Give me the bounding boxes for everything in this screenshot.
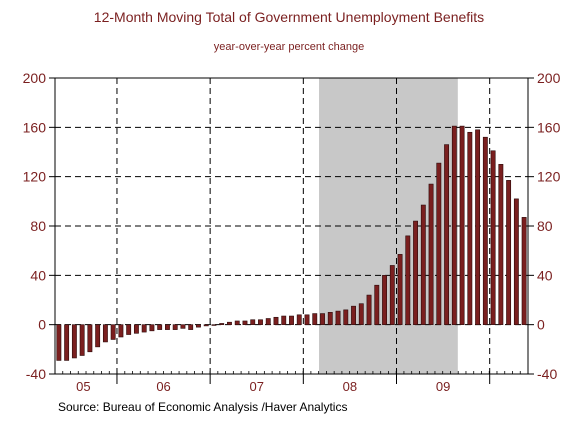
- y-tick-label-left: -40: [26, 366, 46, 382]
- chart-subtitle: year-over-year percent change: [214, 41, 364, 53]
- x-tick-label: 07: [250, 379, 264, 394]
- bar: [149, 324, 155, 332]
- y-tick-label-right: 0: [537, 317, 545, 333]
- bar: [335, 310, 341, 325]
- bar: [265, 318, 271, 325]
- x-tick-label: 08: [343, 379, 357, 394]
- bar: [397, 254, 403, 325]
- bar: [506, 180, 512, 325]
- bar: [428, 183, 434, 325]
- bar: [79, 324, 85, 356]
- y-tick-label-right: -40: [537, 366, 557, 382]
- bar: [320, 313, 325, 325]
- bar: [482, 136, 488, 325]
- bar: [180, 324, 186, 329]
- bar: [296, 314, 302, 325]
- bar: [389, 265, 395, 325]
- bar-layer: [56, 125, 527, 361]
- y-tick-label-left: 40: [30, 267, 46, 283]
- y-tick-label-left: 0: [38, 317, 46, 333]
- y-tick-label-left: 120: [23, 169, 47, 185]
- bar: [95, 324, 101, 348]
- y-tick-label-right: 80: [537, 218, 553, 234]
- bar: [64, 324, 70, 361]
- y-tick-label-right: 120: [537, 169, 561, 185]
- bar: [273, 316, 279, 325]
- source-note: Source: Bureau of Economic Analysis /Hav…: [58, 400, 347, 414]
- y-tick-label-left: 160: [23, 119, 47, 135]
- bar: [312, 313, 318, 325]
- bar: [133, 324, 139, 334]
- bar: [281, 315, 287, 325]
- y-tick-label-right: 200: [537, 70, 561, 86]
- bar: [258, 319, 263, 325]
- bar: [110, 324, 116, 340]
- grid-layer: [55, 78, 528, 374]
- bar: [250, 319, 256, 325]
- y-tick-label-left: 200: [23, 70, 47, 86]
- bar: [56, 324, 62, 361]
- bar: [242, 320, 248, 325]
- bar: [87, 324, 93, 353]
- bar: [304, 314, 310, 325]
- bar: [141, 324, 147, 333]
- bar: [172, 324, 178, 330]
- x-tick-label: 06: [156, 379, 170, 394]
- bar: [413, 220, 418, 325]
- bar: [71, 324, 77, 359]
- bar: [382, 275, 387, 325]
- bar: [343, 309, 349, 325]
- bar: [467, 131, 473, 325]
- bar: [102, 324, 108, 343]
- bar: [188, 324, 194, 330]
- bar: [513, 198, 519, 325]
- bar: [203, 324, 209, 327]
- x-tick-label: 05: [76, 379, 90, 394]
- bar: [405, 235, 411, 325]
- bar: [219, 323, 225, 325]
- bar: [126, 324, 132, 335]
- bar: [521, 217, 527, 325]
- x-tick-label: 09: [436, 379, 450, 394]
- bar: [196, 324, 201, 328]
- bar: [444, 144, 450, 325]
- bar: [459, 125, 465, 325]
- bar: [165, 324, 170, 330]
- y-tick-label-right: 40: [537, 267, 553, 283]
- bar: [157, 324, 163, 330]
- bar: [490, 150, 496, 325]
- bar: [358, 303, 364, 325]
- bar: [451, 125, 457, 325]
- bar: [374, 284, 380, 325]
- bar: [498, 164, 504, 325]
- bar: [436, 162, 442, 325]
- bar: [475, 129, 481, 325]
- axis-layer: -40 -40 0 0 40 40 80 80 120 120 160 160 200 200 05 06 07…: [23, 70, 561, 394]
- bar: [366, 294, 372, 325]
- bar: [351, 305, 356, 325]
- y-tick-label-right: 160: [537, 119, 561, 135]
- chart-title: 12-Month Moving Total of Government Unem…: [94, 9, 484, 25]
- bar: [118, 324, 124, 338]
- y-tick-label-left: 80: [30, 218, 46, 234]
- bar: [234, 320, 240, 325]
- bar: [420, 204, 426, 325]
- bar: [289, 315, 294, 325]
- bar: [227, 321, 232, 325]
- bar: [327, 312, 333, 325]
- bar: [211, 324, 217, 326]
